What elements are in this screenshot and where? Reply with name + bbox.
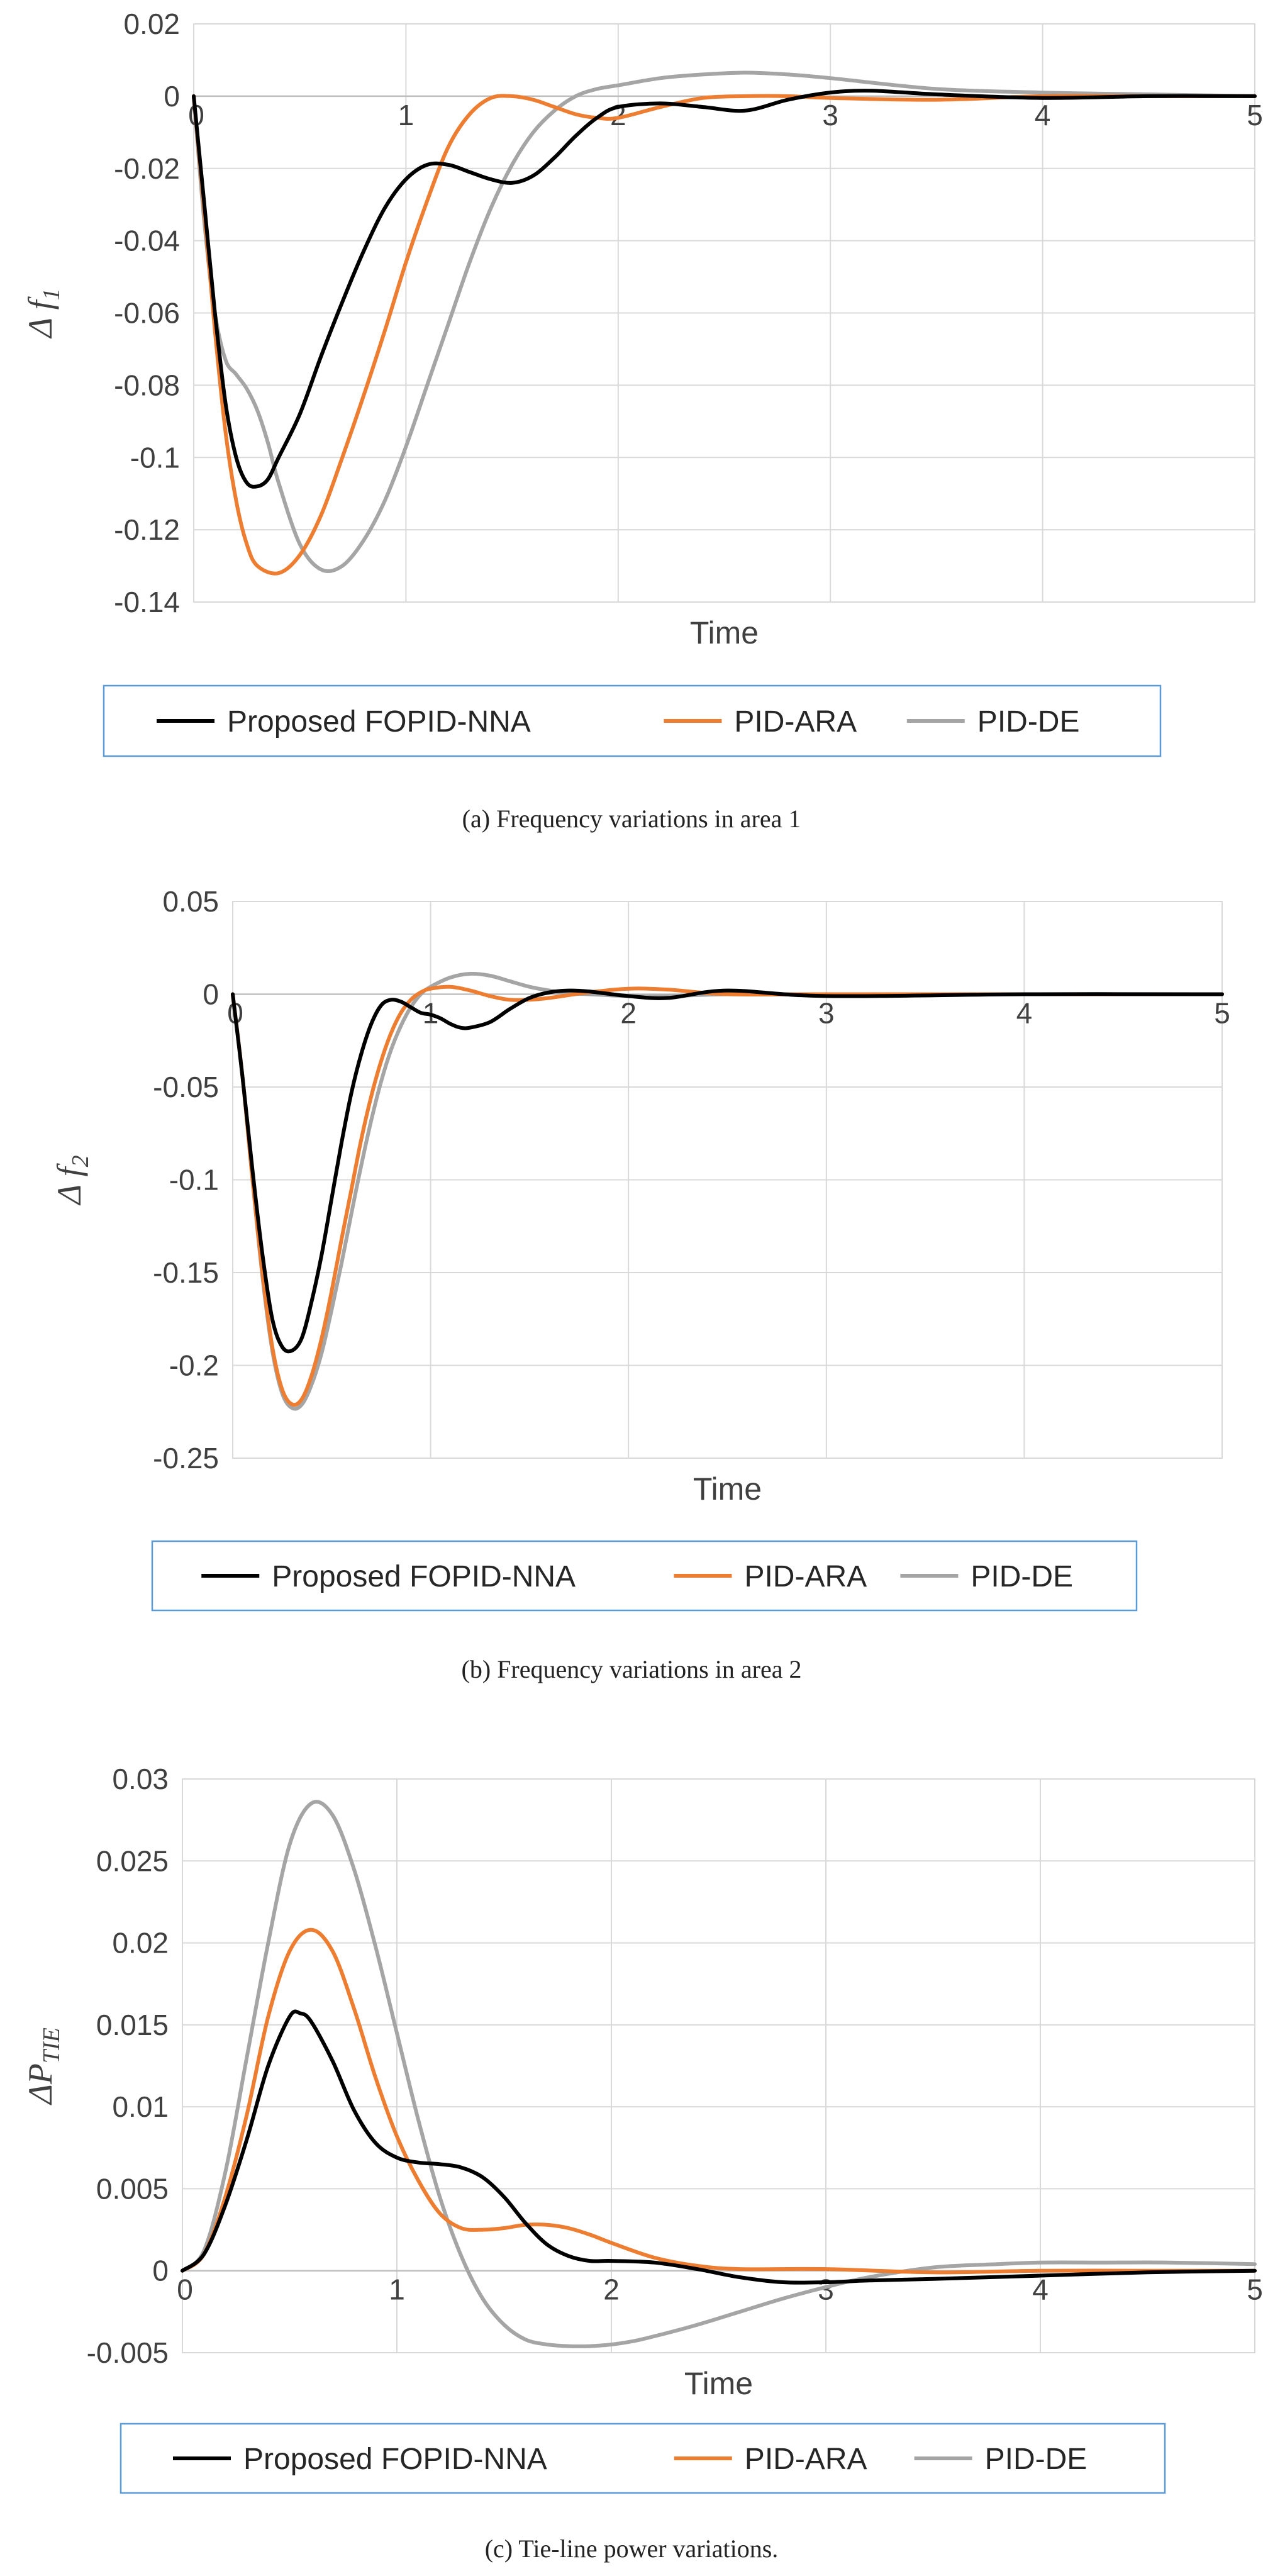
y-tick-label: -0.14 — [114, 586, 180, 618]
x-axis-label: Time — [690, 615, 759, 650]
x-tick-label: 1 — [389, 2273, 405, 2306]
y-axis-label-subscript: 1 — [38, 288, 65, 300]
y-axis-label: ΔPTIE — [21, 2027, 65, 2105]
legend-label: Proposed FOPID-NNA — [243, 2443, 547, 2476]
series-line-proposed-fopid-nna — [181, 2009, 1257, 2285]
y-tick-label: -0.08 — [114, 369, 180, 401]
x-tick-label: 3 — [818, 997, 835, 1030]
series-lines — [181, 1800, 1257, 2348]
figure-caption: (a) Frequency variations in area 1 — [462, 805, 801, 833]
y-axis-label: Δ f1 — [21, 288, 65, 338]
legend-label: Proposed FOPID-NNA — [272, 1560, 576, 1593]
y-tick-label: 0.05 — [162, 885, 219, 918]
legend-label: PID-ARA — [744, 1560, 867, 1593]
series-lines — [192, 70, 1257, 576]
series-line-pid-de — [231, 971, 1224, 1411]
legend: Proposed FOPID-NNA PID-ARA PID-DE — [151, 1540, 1138, 1612]
y-axis-label-subscript: 2 — [67, 1155, 94, 1167]
y-tick-label: -0.04 — [114, 225, 180, 257]
y-axis-label-main: ΔP — [21, 2063, 59, 2105]
y-tick-label: 0.025 — [96, 1844, 169, 1877]
x-tick-label: 5 — [1214, 997, 1230, 1030]
y-tick-label: -0.1 — [130, 441, 180, 474]
y-tick-label: 0.03 — [112, 1763, 169, 1795]
y-tick-label: -0.12 — [114, 513, 180, 546]
x-tick-label: 2 — [603, 2273, 620, 2306]
series-line-pid-ara — [192, 94, 1257, 576]
y-tick-label: 0.015 — [96, 2009, 169, 2041]
y-tick-label: -0.05 — [153, 1071, 219, 1103]
series-line-pid-de — [192, 70, 1257, 574]
x-tick-label: 1 — [398, 99, 415, 131]
series-line-pid-de — [181, 1800, 1257, 2348]
legend: Proposed FOPID-NNA PID-ARA PID-DE — [120, 2423, 1166, 2494]
series-line-pid-ara — [231, 984, 1224, 1407]
x-tick-label: 3 — [822, 99, 838, 131]
legend-box — [120, 2423, 1166, 2494]
x-tick-label: 2 — [620, 997, 637, 1030]
y-tick-label: -0.25 — [153, 1442, 219, 1475]
y-axis-label-subscript: TIE — [38, 2027, 65, 2063]
y-tick-label: -0.06 — [114, 297, 180, 330]
series-line-pid-ara — [181, 1927, 1257, 2275]
y-axis-label-main: Δ f — [21, 296, 59, 338]
legend-box — [151, 1540, 1138, 1612]
legend-label: PID-DE — [971, 1560, 1073, 1593]
x-axis-label: Time — [693, 1471, 762, 1507]
x-tick-label: 4 — [1016, 997, 1033, 1030]
y-tick-label: -0.1 — [169, 1164, 219, 1196]
x-tick-label: 5 — [1247, 2273, 1263, 2306]
figure-caption: (b) Frequency variations in area 2 — [462, 1655, 802, 1683]
series-line-proposed-fopid-nna — [192, 89, 1257, 489]
x-tick-label: 4 — [1032, 2273, 1049, 2306]
legend-label: PID-DE — [977, 705, 1080, 739]
series-lines — [231, 971, 1224, 1411]
figure-caption: (c) Tie-line power variations. — [485, 2534, 779, 2563]
y-tick-label: 0 — [203, 978, 219, 1011]
plot-area — [182, 1778, 1255, 2353]
y-tick-label: 0 — [164, 80, 180, 113]
gridlines — [232, 901, 1223, 1459]
x-tick-label: 4 — [1035, 99, 1051, 131]
legend-box — [103, 684, 1162, 757]
x-axis-label: Time — [684, 2366, 753, 2401]
y-axis-label: Δ f2 — [50, 1155, 94, 1205]
legend-label: PID-ARA — [734, 705, 857, 739]
y-tick-label: -0.005 — [87, 2336, 169, 2369]
legend-label: PID-ARA — [745, 2443, 867, 2476]
y-tick-label: 0.005 — [96, 2172, 169, 2205]
panel-area-1-frequency: 0.020-0.02-0.04-0.06-0.08-0.1-0.12-0.140… — [21, 8, 1263, 833]
legend-label: PID-DE — [985, 2443, 1088, 2476]
y-tick-label: -0.02 — [114, 152, 180, 185]
y-tick-label: 0.02 — [123, 8, 180, 40]
x-tick-label: 0 — [177, 2273, 193, 2306]
y-tick-label: 0 — [152, 2255, 169, 2287]
y-axis-label-main: Δ f — [50, 1163, 88, 1205]
y-tick-label: -0.2 — [169, 1349, 219, 1382]
panel-area-2-frequency: 0.050-0.05-0.1-0.15-0.2-0.250 1 2 3 4 5TimeΔ … — [50, 885, 1230, 1683]
y-tick-label: 0.02 — [112, 1927, 169, 1960]
y-tick-label: -0.15 — [153, 1256, 219, 1289]
plot-area — [193, 23, 1255, 603]
series-line-proposed-fopid-nna — [231, 988, 1224, 1354]
legend: Proposed FOPID-NNA PID-ARA PID-DE — [103, 684, 1162, 757]
gridlines — [193, 23, 1255, 603]
legend-label: Proposed FOPID-NNA — [227, 705, 531, 739]
plot-area — [232, 901, 1223, 1459]
y-tick-label: 0.01 — [112, 2090, 169, 2123]
x-tick-label: 5 — [1247, 99, 1263, 131]
